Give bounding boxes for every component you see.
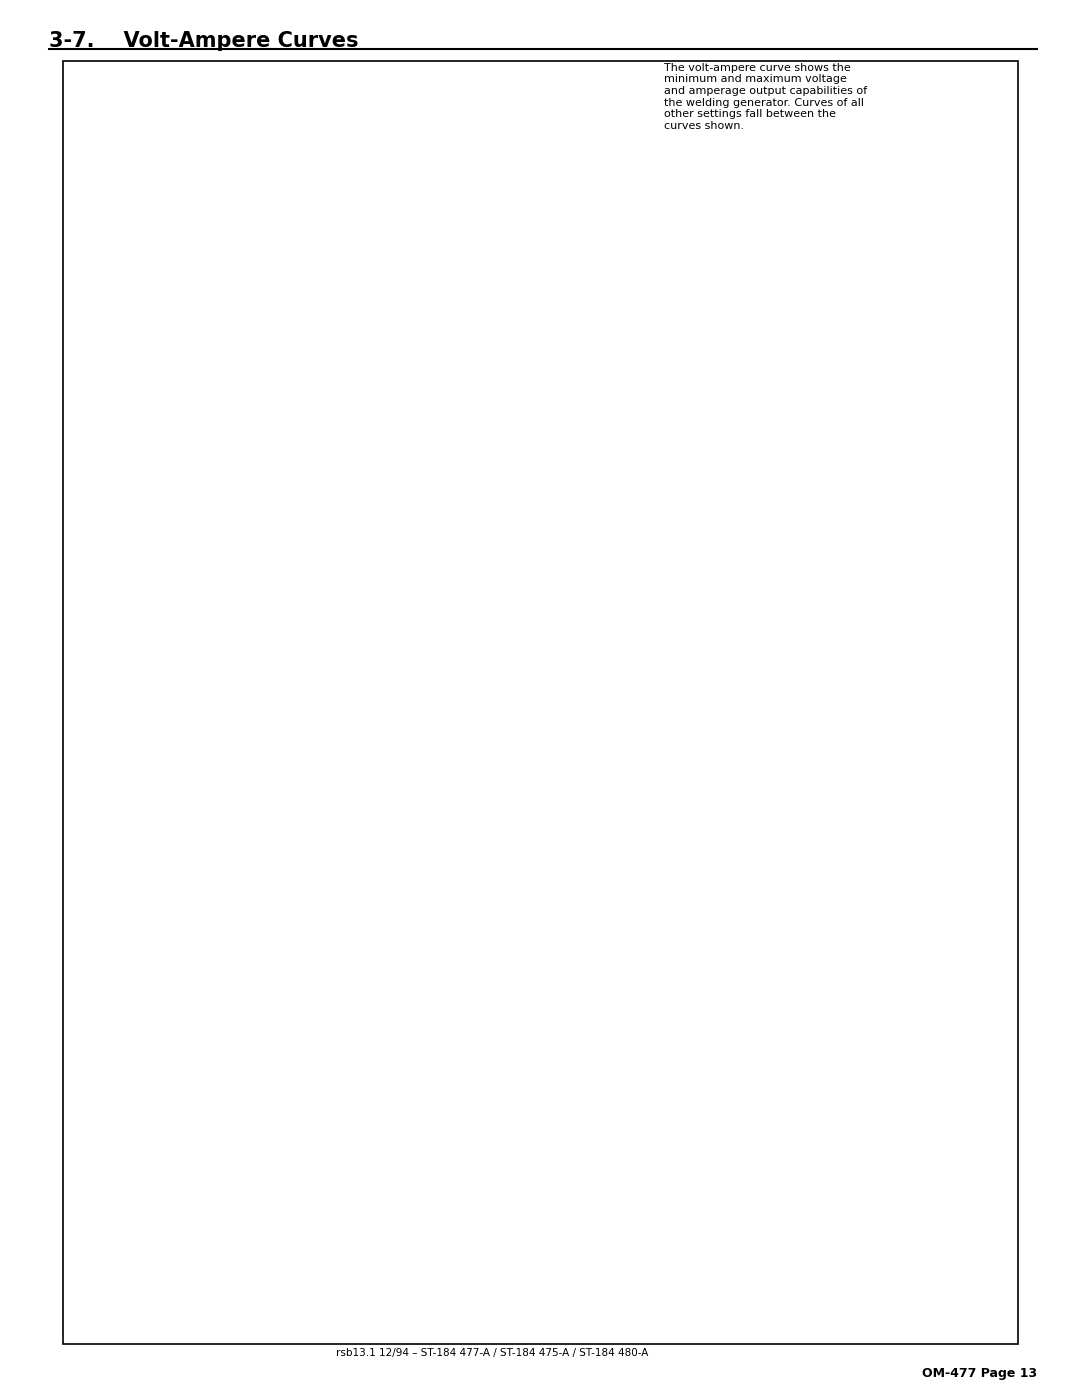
Text: OM-477 Page 13: OM-477 Page 13 (921, 1368, 1037, 1380)
Text: C.   CV/DC (Models with Optional CV-3 Module): C. CV/DC (Models with Optional CV-3 Modu… (92, 886, 476, 901)
X-axis label: AC Amperes: AC Amperes (370, 856, 461, 869)
Text: B.   CC/AC (Models with Optional Polarity/AC Selector Switch): B. CC/AC (Models with Optional Polarity/… (92, 485, 598, 500)
Y-axis label: AC Volts: AC Volts (106, 643, 119, 704)
Text: Ranges: 190–Max
        110–270
         85–210
         55–110
         Min–65: Ranges: 190–Max 110–270 85–210 55–110 Mi… (393, 144, 498, 225)
X-axis label: DC  Amperes: DC Amperes (368, 1261, 463, 1274)
X-axis label: DC Amperes: DC Amperes (370, 455, 461, 468)
Text: MIN: MIN (349, 1164, 372, 1176)
FancyBboxPatch shape (63, 61, 1018, 1344)
Text: A.   CC/DC (Standard): A. CC/DC (Standard) (92, 87, 269, 102)
Y-axis label: DC Volts: DC Volts (106, 1046, 119, 1111)
Text: MAX: MAX (349, 1081, 375, 1094)
Text: rsb13.1 12/94 – ST-184 477-A / ST-184 475-A / ST-184 480-A: rsb13.1 12/94 – ST-184 477-A / ST-184 47… (336, 1348, 648, 1358)
Y-axis label: DC Volts: DC Volts (106, 240, 119, 305)
Text: 3-7.    Volt-Ampere Curves: 3-7. Volt-Ampere Curves (49, 31, 359, 50)
Text: The volt-ampere curve shows the
minimum and maximum voltage
and amperage output : The volt-ampere curve shows the minimum … (664, 63, 867, 131)
